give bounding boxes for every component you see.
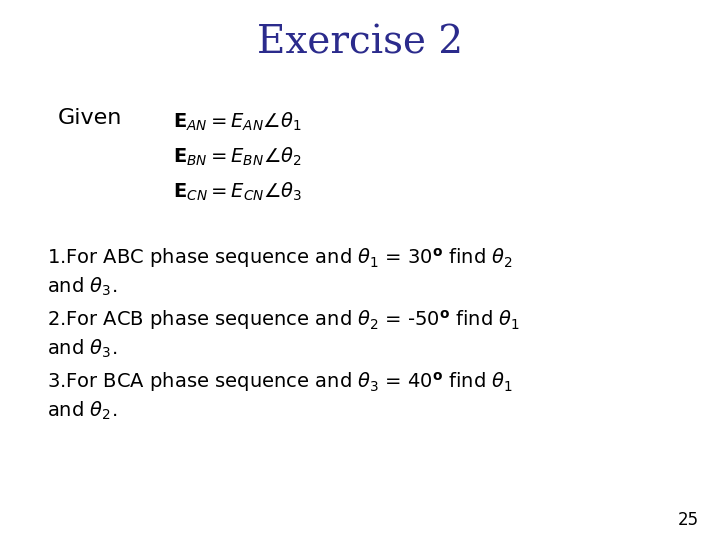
Text: 3.For BCA phase sequence and $\theta_3$ = 40$^\mathbf{o}$ find $\theta_1$: 3.For BCA phase sequence and $\theta_3$ … bbox=[47, 370, 513, 394]
Text: 1.For ABC phase sequence and $\theta_1$ = 30$^\mathbf{o}$ find $\theta_2$: 1.For ABC phase sequence and $\theta_1$ … bbox=[47, 246, 513, 269]
Text: Exercise 2: Exercise 2 bbox=[257, 24, 463, 62]
Text: $\mathbf{E}_{BN} = E_{BN}\angle\theta_2$: $\mathbf{E}_{BN} = E_{BN}\angle\theta_2$ bbox=[173, 146, 302, 168]
Text: $\mathbf{E}_{AN} = E_{AN}\angle\theta_1$: $\mathbf{E}_{AN} = E_{AN}\angle\theta_1$ bbox=[173, 111, 302, 133]
Text: 2.For ACB phase sequence and $\theta_2$ = -50$^\mathbf{o}$ find $\theta_1$: 2.For ACB phase sequence and $\theta_2$ … bbox=[47, 308, 520, 332]
Text: 25: 25 bbox=[678, 511, 698, 529]
Text: and $\theta_3$.: and $\theta_3$. bbox=[47, 275, 117, 298]
Text: $\mathbf{E}_{CN} = E_{CN}\angle\theta_3$: $\mathbf{E}_{CN} = E_{CN}\angle\theta_3$ bbox=[173, 181, 302, 203]
Text: and $\theta_3$.: and $\theta_3$. bbox=[47, 338, 117, 360]
Text: Given: Given bbox=[58, 108, 122, 128]
Text: and $\theta_2$.: and $\theta_2$. bbox=[47, 400, 117, 422]
